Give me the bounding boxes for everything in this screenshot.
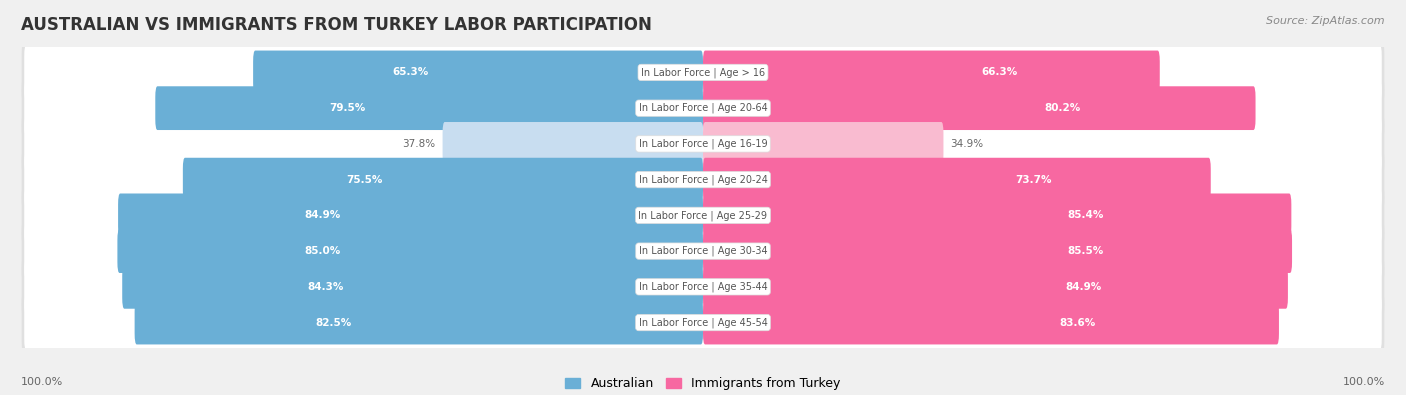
FancyBboxPatch shape — [703, 51, 1160, 94]
FancyBboxPatch shape — [703, 265, 1288, 309]
FancyBboxPatch shape — [24, 79, 1382, 137]
Text: Source: ZipAtlas.com: Source: ZipAtlas.com — [1267, 16, 1385, 26]
FancyBboxPatch shape — [155, 86, 703, 130]
Text: 83.6%: 83.6% — [1059, 318, 1095, 327]
FancyBboxPatch shape — [703, 122, 943, 166]
Text: 34.9%: 34.9% — [950, 139, 983, 149]
Text: 37.8%: 37.8% — [402, 139, 436, 149]
FancyBboxPatch shape — [253, 51, 703, 94]
Text: 65.3%: 65.3% — [392, 68, 429, 77]
Text: In Labor Force | Age 20-24: In Labor Force | Age 20-24 — [638, 174, 768, 185]
Text: In Labor Force | Age 16-19: In Labor Force | Age 16-19 — [638, 139, 768, 149]
Text: 82.5%: 82.5% — [315, 318, 352, 327]
FancyBboxPatch shape — [443, 122, 703, 166]
Text: 79.5%: 79.5% — [329, 103, 366, 113]
Text: AUSTRALIAN VS IMMIGRANTS FROM TURKEY LABOR PARTICIPATION: AUSTRALIAN VS IMMIGRANTS FROM TURKEY LAB… — [21, 16, 652, 34]
Text: 100.0%: 100.0% — [21, 377, 63, 387]
Text: 100.0%: 100.0% — [1343, 377, 1385, 387]
Text: 66.3%: 66.3% — [981, 68, 1018, 77]
FancyBboxPatch shape — [183, 158, 703, 201]
FancyBboxPatch shape — [24, 115, 1382, 173]
Text: In Labor Force | Age 45-54: In Labor Force | Age 45-54 — [638, 317, 768, 328]
FancyBboxPatch shape — [21, 111, 1385, 176]
Text: 80.2%: 80.2% — [1045, 103, 1080, 113]
FancyBboxPatch shape — [21, 40, 1385, 105]
Text: In Labor Force | Age 30-34: In Labor Force | Age 30-34 — [638, 246, 768, 256]
Text: 75.5%: 75.5% — [347, 175, 382, 184]
FancyBboxPatch shape — [24, 43, 1382, 102]
Text: 84.9%: 84.9% — [1066, 282, 1101, 292]
FancyBboxPatch shape — [135, 301, 703, 344]
Text: In Labor Force | Age > 16: In Labor Force | Age > 16 — [641, 67, 765, 78]
FancyBboxPatch shape — [24, 258, 1382, 316]
FancyBboxPatch shape — [21, 219, 1385, 284]
Legend: Australian, Immigrants from Turkey: Australian, Immigrants from Turkey — [561, 372, 845, 395]
Text: 85.0%: 85.0% — [304, 246, 340, 256]
FancyBboxPatch shape — [24, 151, 1382, 209]
FancyBboxPatch shape — [21, 290, 1385, 355]
Text: In Labor Force | Age 20-64: In Labor Force | Age 20-64 — [638, 103, 768, 113]
FancyBboxPatch shape — [118, 229, 703, 273]
FancyBboxPatch shape — [703, 194, 1291, 237]
Text: 84.3%: 84.3% — [308, 282, 343, 292]
Text: In Labor Force | Age 25-29: In Labor Force | Age 25-29 — [638, 210, 768, 221]
FancyBboxPatch shape — [703, 158, 1211, 201]
FancyBboxPatch shape — [24, 293, 1382, 352]
Text: In Labor Force | Age 35-44: In Labor Force | Age 35-44 — [638, 282, 768, 292]
FancyBboxPatch shape — [703, 301, 1279, 344]
Text: 85.5%: 85.5% — [1067, 246, 1104, 256]
FancyBboxPatch shape — [21, 76, 1385, 141]
FancyBboxPatch shape — [21, 183, 1385, 248]
FancyBboxPatch shape — [122, 265, 703, 309]
FancyBboxPatch shape — [703, 229, 1292, 273]
FancyBboxPatch shape — [21, 254, 1385, 319]
Text: 85.4%: 85.4% — [1067, 211, 1104, 220]
FancyBboxPatch shape — [21, 147, 1385, 212]
FancyBboxPatch shape — [24, 186, 1382, 244]
Text: 73.7%: 73.7% — [1015, 175, 1052, 184]
FancyBboxPatch shape — [24, 222, 1382, 280]
FancyBboxPatch shape — [703, 86, 1256, 130]
FancyBboxPatch shape — [118, 194, 703, 237]
Text: 84.9%: 84.9% — [305, 211, 340, 220]
